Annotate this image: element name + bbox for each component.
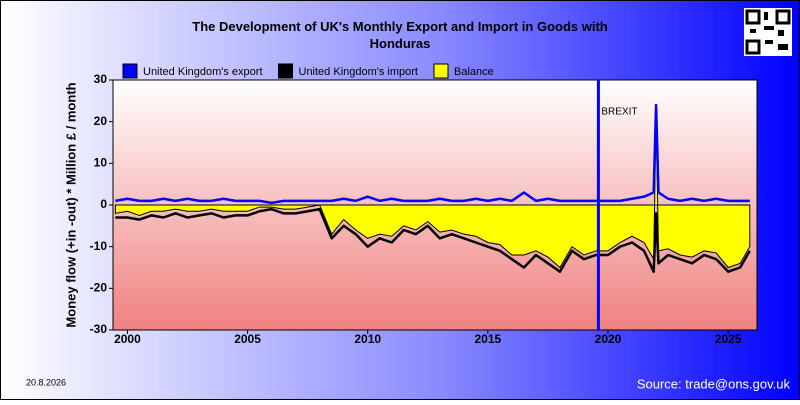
x-tick-label: 2000	[114, 332, 141, 346]
legend-label: United Kingdom's export	[143, 66, 263, 78]
legend-swatch	[278, 63, 293, 79]
y-tick-label: 30	[94, 72, 108, 86]
annotation: BREXIT	[601, 107, 637, 118]
y-tick-label: 0	[100, 197, 107, 211]
y-tick-label: -30	[90, 322, 108, 336]
date: 20.8.2026	[26, 377, 66, 387]
x-tick-label: 2020	[595, 332, 622, 346]
legend-label: Balance	[454, 66, 494, 78]
x-tick-label: 2005	[234, 332, 261, 346]
x-tick-label: 2025	[715, 332, 742, 346]
y-tick-label: 20	[94, 114, 108, 128]
series-line	[115, 207, 751, 273]
y-tick-label: 10	[94, 156, 108, 170]
series-line	[115, 103, 750, 205]
legend-swatch	[122, 63, 138, 79]
chart-title: The Development of UK's Monthly Export a…	[192, 19, 608, 51]
x-tick-label: 2015	[475, 332, 502, 346]
y-axis-label: Money flow (+in -out) * Million £ / mont…	[63, 82, 78, 327]
y-tick-label: -10	[90, 239, 108, 253]
source: Source: trade@ons.gov.uk	[637, 376, 791, 391]
qr-code	[744, 8, 792, 56]
x-tick-label: 2010	[354, 332, 381, 346]
y-tick-label: -20	[90, 281, 108, 295]
balance-area	[114, 113, 751, 269]
legend-swatch	[433, 63, 449, 79]
legend-label: United Kingdom's import	[299, 66, 419, 78]
